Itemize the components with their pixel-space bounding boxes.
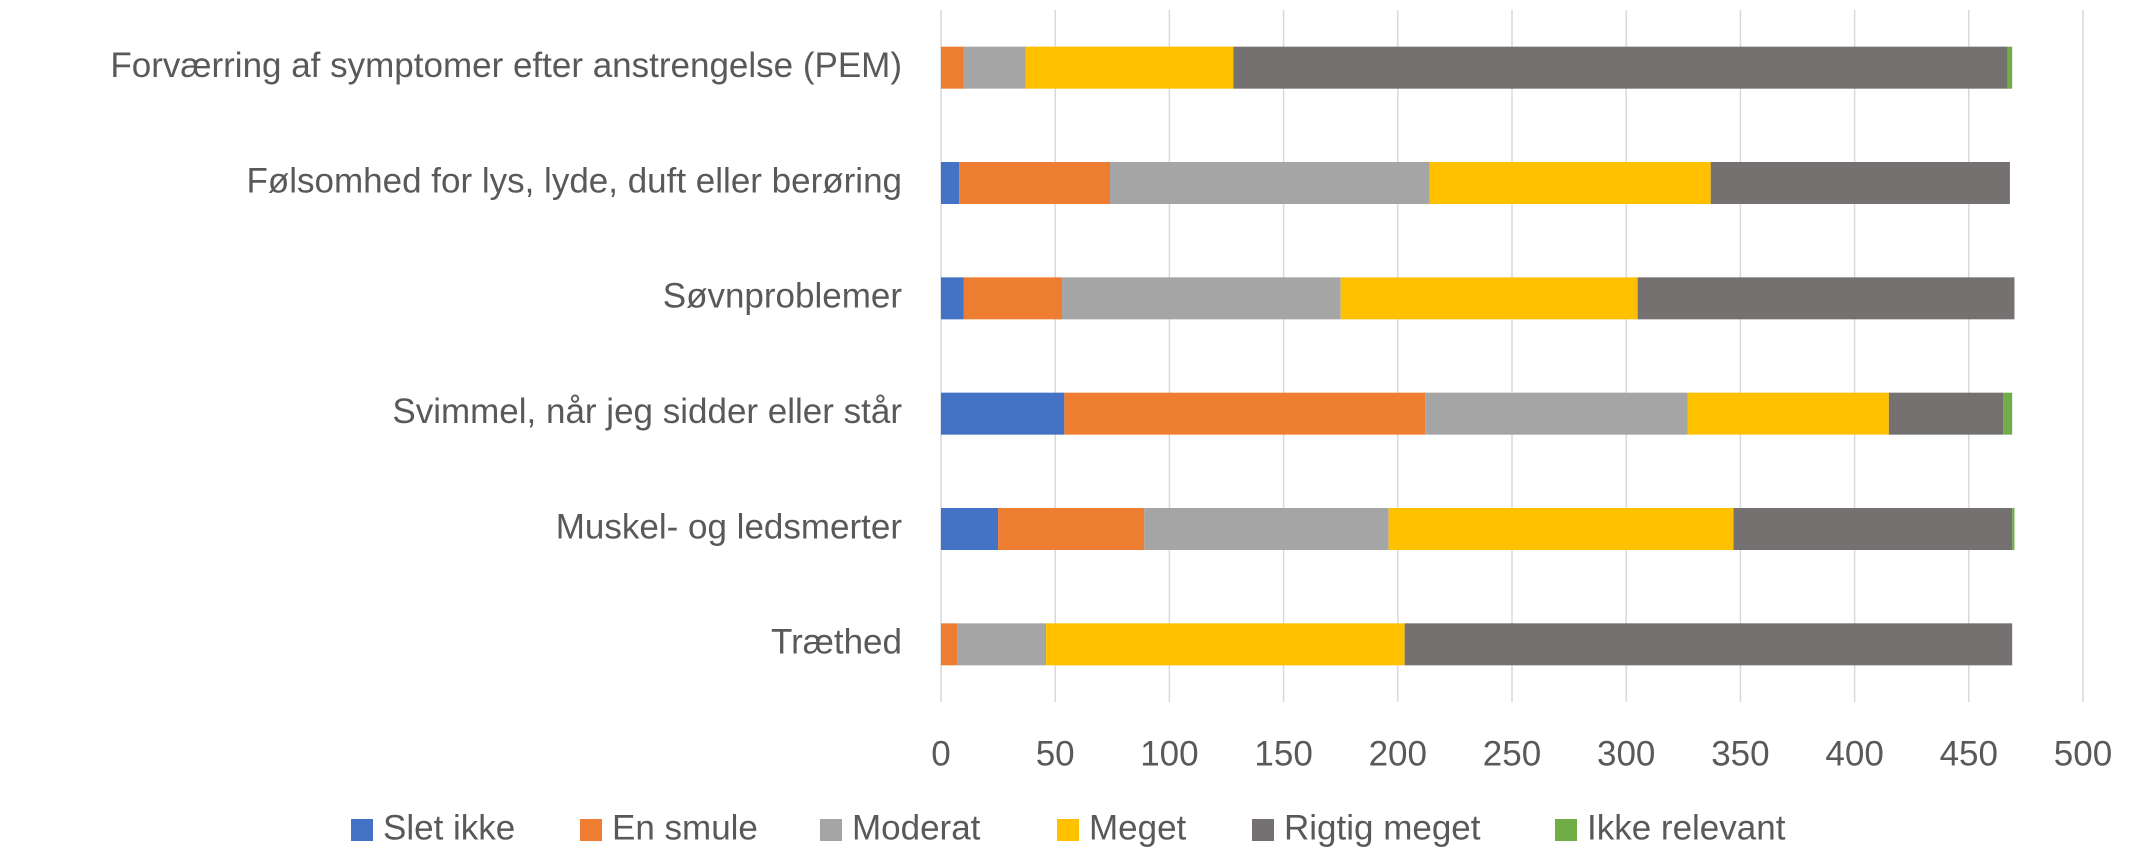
- legend-swatch: [580, 819, 602, 841]
- bar-segment: [963, 46, 1026, 89]
- legend-label: Moderat: [852, 808, 981, 847]
- y-tick-label: Forværring af symptomer efter anstrengel…: [110, 46, 902, 85]
- bar-segment: [1888, 392, 2004, 435]
- legend-label: En smule: [612, 808, 758, 847]
- bar-segment: [1388, 508, 1734, 550]
- x-tick-label: 300: [1597, 734, 1655, 773]
- legend-label: Ikke relevant: [1587, 808, 1786, 847]
- y-tick-label: Følsomhed for lys, lyde, duft eller berø…: [246, 161, 902, 200]
- x-tick-label: 400: [1825, 734, 1883, 773]
- y-tick-label: Svimmel, når jeg sidder eller står: [392, 392, 902, 431]
- bar-segment: [1687, 392, 1889, 435]
- x-tick-label: 500: [2054, 734, 2112, 773]
- bar-segment: [963, 277, 1063, 320]
- bar-segment: [1404, 623, 2013, 666]
- x-tick-label: 150: [1254, 734, 1312, 773]
- y-tick-label: Muskel- og ledsmerter: [556, 507, 903, 546]
- bar-segment: [941, 162, 960, 204]
- bar-segment: [1425, 392, 1688, 435]
- bar-segment: [1340, 277, 1638, 320]
- bar-segment: [941, 277, 964, 320]
- bar-segment: [1046, 623, 1405, 666]
- bar-segment: [2012, 508, 2015, 550]
- legend-label: Rigtig meget: [1284, 808, 1481, 847]
- legend-swatch: [351, 819, 373, 841]
- bar-segment: [941, 392, 1065, 435]
- legend-swatch: [1057, 819, 1079, 841]
- bar-segment: [941, 508, 999, 550]
- bar-segment: [959, 162, 1111, 204]
- x-tick-label: 50: [1036, 734, 1075, 773]
- bar-segment: [1429, 162, 1711, 204]
- x-tick-label: 100: [1140, 734, 1198, 773]
- bar-segment: [998, 508, 1145, 550]
- y-tick-label: Træthed: [771, 623, 902, 662]
- legend-swatch: [1252, 819, 1274, 841]
- bar-segment: [1064, 392, 1426, 435]
- bar-segment: [941, 623, 957, 666]
- y-tick-label: Søvnproblemer: [663, 277, 903, 316]
- bar-segment: [956, 623, 1047, 666]
- bar-segment: [1233, 46, 2008, 89]
- legend-swatch: [820, 819, 842, 841]
- bar-segment: [1733, 508, 2013, 550]
- x-tick-label: 450: [1940, 734, 1998, 773]
- bar-segment: [2007, 46, 2013, 89]
- legend-label: Slet ikke: [383, 808, 515, 847]
- x-tick-label: 250: [1483, 734, 1541, 773]
- bar-segment: [1637, 277, 2015, 320]
- legend-swatch: [1555, 819, 1577, 841]
- bar-segment: [1144, 508, 1389, 550]
- bar-segment: [941, 46, 964, 89]
- legend-label: Meget: [1089, 808, 1187, 847]
- x-tick-label: 0: [931, 734, 950, 773]
- bar-segment: [1025, 46, 1234, 89]
- bar-segment: [2003, 392, 2013, 435]
- bar-segment: [1110, 162, 1430, 204]
- x-tick-label: 200: [1369, 734, 1427, 773]
- bar-segment: [1062, 277, 1341, 320]
- x-tick-label: 350: [1711, 734, 1769, 773]
- bar-segment: [1710, 162, 2010, 204]
